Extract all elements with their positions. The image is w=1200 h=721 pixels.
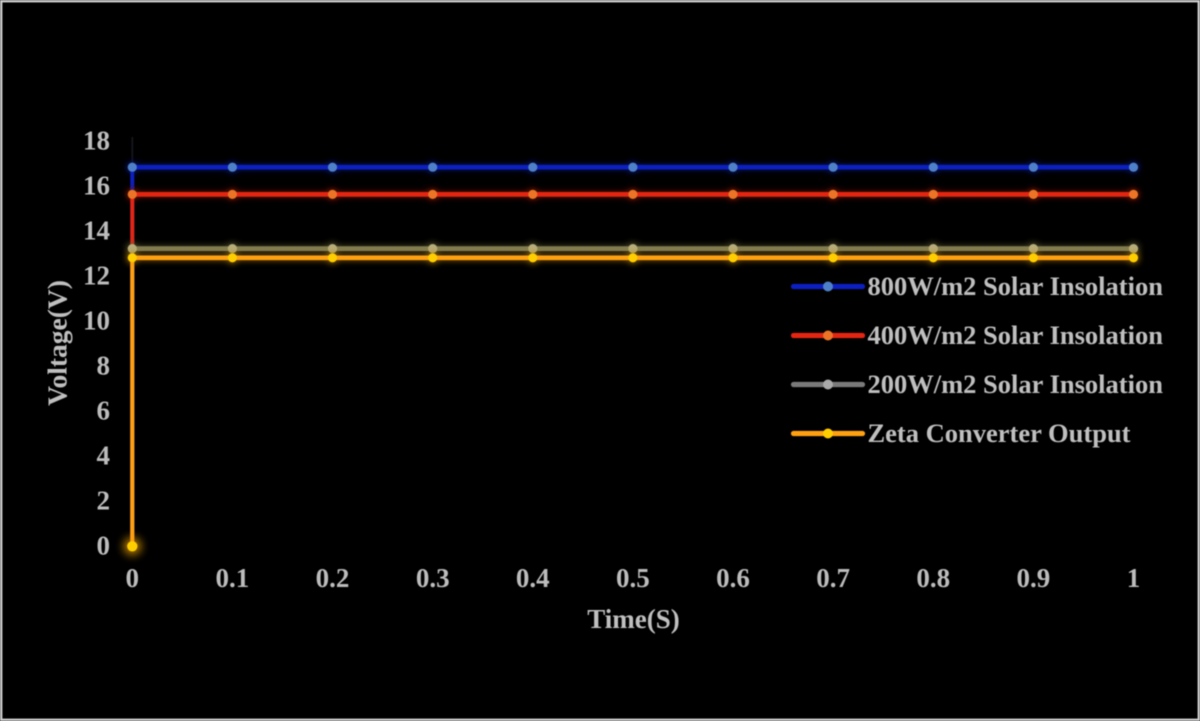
svg-text:400W/m2 Solar Insolation: 400W/m2 Solar Insolation xyxy=(868,320,1164,350)
svg-text:0.6: 0.6 xyxy=(716,563,750,593)
svg-text:800W/m2 Solar Insolation: 800W/m2 Solar Insolation xyxy=(868,271,1164,301)
svg-text:0.4: 0.4 xyxy=(516,563,550,593)
svg-text:0: 0 xyxy=(126,563,140,593)
svg-text:0.5: 0.5 xyxy=(616,563,650,593)
svg-text:12: 12 xyxy=(83,261,110,291)
svg-text:18: 18 xyxy=(83,126,110,156)
svg-text:0: 0 xyxy=(97,531,111,561)
svg-text:200W/m2 Solar Insolation: 200W/m2 Solar Insolation xyxy=(868,369,1164,399)
svg-text:Voltage(V): Voltage(V) xyxy=(42,280,73,406)
svg-text:8: 8 xyxy=(97,351,111,381)
svg-text:0.1: 0.1 xyxy=(216,563,250,593)
svg-text:Zeta Converter Output: Zeta Converter Output xyxy=(868,418,1131,448)
svg-text:0.8: 0.8 xyxy=(916,563,950,593)
svg-text:0.2: 0.2 xyxy=(316,563,350,593)
svg-text:0.7: 0.7 xyxy=(816,563,850,593)
svg-text:1: 1 xyxy=(1127,563,1141,593)
svg-text:6: 6 xyxy=(97,396,111,426)
svg-text:14: 14 xyxy=(83,216,110,246)
svg-text:4: 4 xyxy=(97,441,111,471)
svg-text:10: 10 xyxy=(83,306,110,336)
svg-text:Time(S): Time(S) xyxy=(587,604,680,634)
svg-text:16: 16 xyxy=(83,171,110,201)
svg-text:0.9: 0.9 xyxy=(1017,563,1051,593)
svg-text:0.3: 0.3 xyxy=(416,563,450,593)
svg-text:2: 2 xyxy=(97,486,111,516)
